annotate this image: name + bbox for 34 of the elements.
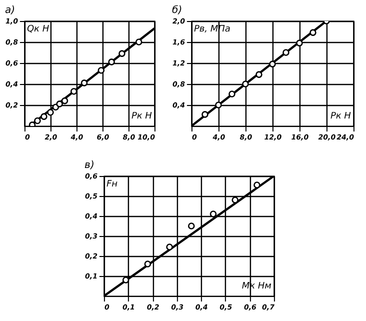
point <box>135 38 142 46</box>
point <box>166 244 173 250</box>
point <box>47 108 54 116</box>
point <box>98 66 105 74</box>
point <box>310 29 316 36</box>
point <box>70 88 78 95</box>
y-axis-title: Fн <box>106 180 118 190</box>
point <box>242 80 249 88</box>
point <box>61 97 68 104</box>
point <box>256 71 262 78</box>
point <box>108 58 115 66</box>
x-axis-title: Pк Н <box>330 112 352 122</box>
point <box>254 182 260 188</box>
point <box>228 90 236 98</box>
point <box>80 80 88 86</box>
chart-title: а) <box>5 5 16 16</box>
point <box>188 222 195 230</box>
point <box>40 113 48 120</box>
point <box>296 40 303 46</box>
point <box>56 100 63 108</box>
point <box>210 210 217 218</box>
point <box>202 111 208 118</box>
point <box>118 50 126 57</box>
x-axis-title: Pк Н <box>131 112 152 122</box>
y-axis-title: Qк Н <box>26 24 50 34</box>
chart-title: б) <box>172 5 182 16</box>
point <box>232 196 238 204</box>
point <box>34 117 41 124</box>
point <box>215 102 222 108</box>
point <box>282 49 290 56</box>
chart-title: в) <box>84 160 94 171</box>
point <box>122 276 130 284</box>
point <box>269 60 276 68</box>
point <box>144 260 152 268</box>
